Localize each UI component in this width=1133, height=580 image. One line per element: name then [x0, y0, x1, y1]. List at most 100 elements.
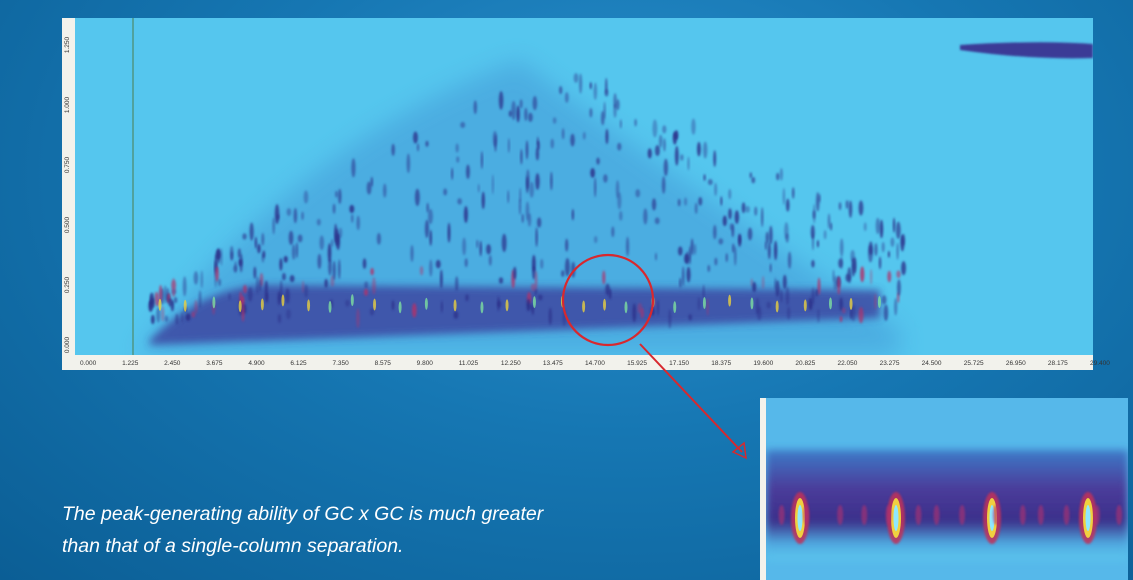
bright-peak — [281, 294, 284, 306]
y-tick-label: 1.000 — [64, 96, 71, 113]
peak — [565, 239, 568, 252]
bright-peak — [184, 300, 187, 312]
peak — [526, 140, 529, 159]
peak — [455, 276, 458, 291]
peak — [635, 189, 640, 197]
peak — [698, 197, 702, 206]
peak — [150, 293, 154, 306]
bright-peak — [603, 299, 606, 311]
peak — [257, 244, 261, 254]
peak — [549, 308, 552, 325]
peak — [507, 190, 509, 203]
peak — [703, 285, 705, 299]
peak — [879, 257, 882, 270]
peak — [513, 267, 516, 280]
peak — [292, 244, 296, 259]
peak — [824, 230, 827, 239]
peak — [448, 223, 451, 243]
zoom-peak-core — [894, 505, 899, 531]
peak — [714, 183, 717, 196]
peak — [792, 187, 795, 199]
peak — [262, 251, 265, 259]
peak — [811, 260, 814, 268]
peak — [363, 258, 367, 269]
x-tick-label: 0.000 — [80, 360, 97, 367]
peak — [345, 300, 349, 307]
peak — [460, 122, 465, 128]
peak — [574, 73, 579, 83]
peak — [884, 305, 889, 321]
peak — [351, 214, 353, 223]
peak — [215, 266, 218, 281]
peak — [605, 78, 608, 95]
peak — [590, 82, 592, 89]
peak — [738, 234, 741, 247]
peak — [752, 282, 756, 293]
peak — [684, 198, 687, 206]
peak — [838, 259, 843, 269]
zoom-minor-peak — [959, 505, 965, 525]
peak — [465, 294, 469, 301]
peak — [882, 295, 887, 304]
peak — [533, 96, 538, 110]
bright-peak — [454, 299, 457, 311]
peak — [761, 207, 763, 227]
peak — [370, 308, 374, 315]
peak — [846, 200, 849, 209]
peak — [486, 244, 491, 254]
peak — [613, 104, 616, 118]
peak — [415, 189, 420, 206]
peak — [682, 266, 685, 286]
peak — [482, 192, 485, 209]
peak — [239, 259, 243, 267]
peak — [194, 271, 199, 284]
peak — [516, 106, 519, 123]
peak — [429, 260, 432, 277]
peak — [524, 108, 527, 121]
peak — [265, 291, 267, 300]
peak — [151, 315, 155, 324]
zoom-minor-peak — [1116, 505, 1122, 525]
peak — [840, 316, 842, 322]
peak — [813, 210, 816, 219]
peak — [520, 149, 522, 164]
peak — [888, 251, 890, 258]
peak — [278, 314, 281, 323]
peak — [250, 222, 254, 240]
x-tick-label: 25.725 — [964, 360, 984, 367]
peak — [605, 129, 608, 144]
peak — [589, 108, 592, 118]
peak — [285, 288, 290, 303]
peak — [425, 220, 429, 238]
peak — [165, 315, 169, 321]
peak — [529, 182, 534, 198]
bright-peak — [399, 301, 402, 313]
peak — [550, 172, 552, 191]
peak — [609, 289, 612, 300]
bright-peak — [703, 297, 706, 309]
y-tick-label: 0.500 — [64, 216, 71, 233]
peak — [392, 300, 395, 310]
peak — [370, 268, 374, 275]
peak — [181, 311, 184, 323]
x-tick-label: 11.025 — [459, 360, 479, 367]
peak — [579, 74, 582, 94]
peak — [783, 275, 787, 289]
peak — [261, 233, 264, 246]
zoom-minor-peak — [934, 505, 940, 525]
bright-peak — [480, 301, 483, 313]
peak — [634, 119, 637, 127]
peak — [686, 267, 690, 283]
bright-peak — [673, 301, 676, 313]
bright-peak — [159, 299, 162, 311]
peak — [537, 217, 541, 227]
peak — [874, 243, 877, 256]
peak — [697, 297, 700, 310]
peak — [689, 246, 691, 264]
peak — [537, 137, 539, 145]
peak — [602, 271, 605, 285]
peak — [253, 267, 256, 279]
peak — [561, 270, 564, 277]
peak — [842, 308, 846, 314]
peak — [754, 206, 757, 215]
